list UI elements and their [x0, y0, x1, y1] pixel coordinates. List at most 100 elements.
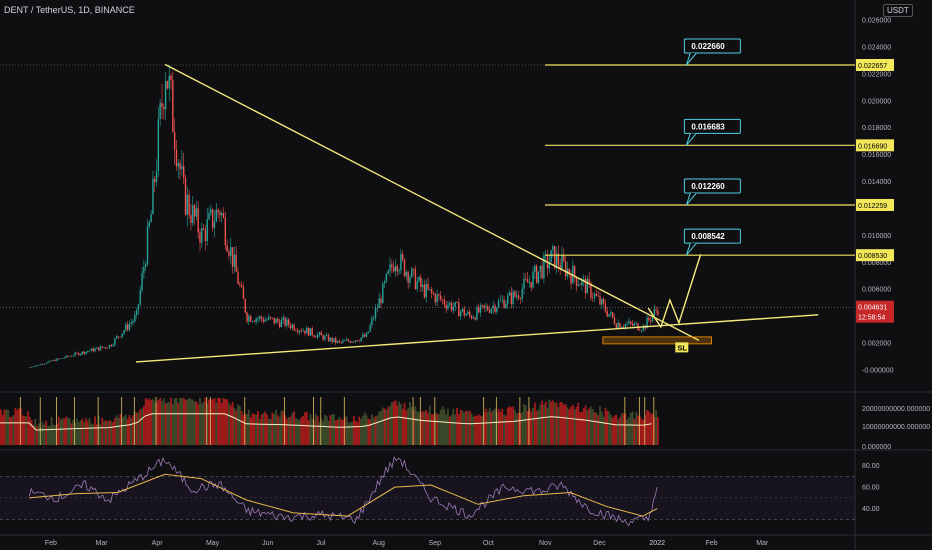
candle	[610, 312, 612, 315]
volume-bar	[79, 420, 82, 445]
volume-bar	[412, 409, 415, 445]
volume-bar	[266, 414, 268, 445]
volume-bar	[56, 423, 58, 445]
volume-spike	[39, 397, 41, 445]
candle	[47, 361, 49, 364]
volume-bar	[546, 407, 549, 445]
candle	[90, 348, 93, 351]
volume-y-tick-label: 0.000000	[862, 444, 891, 451]
candle	[164, 81, 167, 110]
candle	[583, 278, 585, 280]
volume-bar	[400, 404, 402, 445]
volume-bar	[615, 414, 618, 445]
volume-bar	[305, 411, 308, 445]
volume-bar	[238, 406, 241, 445]
volume-bar	[114, 418, 116, 445]
candle	[429, 289, 431, 290]
candle	[532, 271, 534, 288]
volume-bar	[358, 416, 361, 445]
volume-bar	[298, 420, 301, 445]
volume-bar	[300, 417, 303, 445]
candle	[192, 205, 194, 224]
volume-bar	[410, 407, 413, 445]
rsi-y-tick-label: 60.00	[862, 485, 880, 492]
candle	[152, 178, 154, 215]
volume-bar	[219, 397, 221, 445]
candle	[579, 284, 581, 286]
candle	[449, 303, 451, 306]
candle	[43, 363, 46, 365]
target-callout-box	[683, 178, 741, 194]
x-tick-label: Sep	[429, 540, 442, 547]
volume-bar	[148, 398, 151, 445]
candle	[528, 281, 531, 283]
candle	[474, 317, 476, 320]
candle	[154, 178, 156, 183]
candle	[117, 336, 120, 337]
currency-badge[interactable]: USDT	[883, 4, 913, 17]
volume-bar	[197, 404, 200, 445]
candle	[479, 304, 482, 313]
y-tick-label: 0.016000	[862, 152, 891, 159]
volume-bar	[450, 414, 453, 445]
volume-bar	[376, 415, 379, 445]
candle	[369, 325, 371, 332]
candle	[233, 254, 236, 267]
candle	[148, 222, 151, 227]
candle	[224, 217, 227, 246]
volume-bar	[295, 417, 297, 445]
volume-bar	[416, 411, 419, 445]
candle	[364, 334, 366, 337]
volume-bar	[247, 409, 250, 445]
volume-bar	[606, 410, 609, 445]
candle	[186, 194, 189, 215]
candle	[266, 319, 268, 321]
volume-bar	[150, 399, 153, 445]
candle	[414, 268, 417, 290]
projection-path	[647, 254, 702, 329]
candle	[601, 299, 603, 305]
candle	[242, 287, 245, 300]
candle	[79, 354, 82, 356]
volume-bar	[97, 415, 100, 445]
candle	[398, 270, 400, 272]
volume-bar	[407, 408, 410, 445]
candle	[360, 337, 362, 341]
candle	[278, 321, 281, 328]
candle	[344, 340, 346, 342]
volume-bar	[110, 421, 113, 445]
volume-bars	[0, 397, 659, 445]
volume-bar	[130, 418, 133, 445]
volume-bar	[631, 411, 634, 445]
candle	[177, 163, 179, 167]
candle	[110, 345, 112, 347]
volume-bar	[403, 402, 406, 445]
candle	[581, 279, 583, 286]
volume-spike	[653, 397, 655, 445]
candle	[626, 323, 628, 325]
candle	[239, 284, 241, 286]
volume-bar	[193, 401, 196, 445]
candle	[300, 330, 303, 332]
volume-bar	[171, 403, 174, 445]
volume-bar	[45, 420, 48, 445]
volume-bar	[208, 399, 210, 445]
volume-bar	[550, 401, 553, 445]
candle	[231, 247, 234, 267]
candle	[119, 336, 122, 338]
volume-bar	[186, 399, 189, 445]
volume-bar	[191, 399, 194, 445]
volume-bar	[242, 414, 245, 445]
volume-bar	[164, 403, 167, 445]
candle	[631, 323, 634, 326]
volume-bar	[101, 417, 104, 445]
volume-bar	[285, 418, 288, 445]
volume-bar	[504, 415, 507, 445]
candle	[599, 296, 601, 305]
candle	[259, 316, 261, 319]
candle	[517, 295, 520, 299]
candle	[367, 331, 370, 334]
volume-bar	[452, 408, 455, 445]
volume-bar	[255, 414, 258, 445]
volume-bar	[389, 405, 391, 445]
